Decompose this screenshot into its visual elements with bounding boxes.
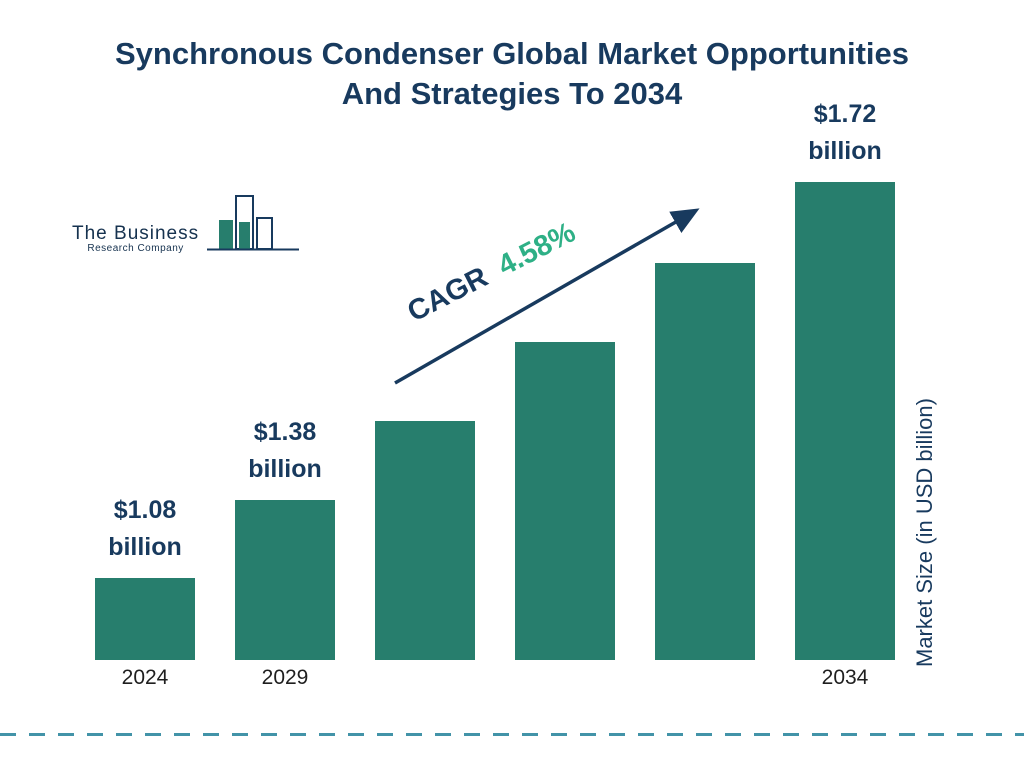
bar-column: $1.08 billion xyxy=(95,492,195,660)
logo-bar-chart-icon xyxy=(207,195,300,251)
chart-title: Synchronous Condenser Global Market Oppo… xyxy=(0,34,1024,114)
x-axis-tick-label xyxy=(655,666,755,690)
bars-row: $1.08 billion $1.38 billion $1.72 billion xyxy=(95,0,895,660)
x-axis-tick-label: 2024 xyxy=(121,666,169,689)
x-axis-tick-label xyxy=(515,666,615,690)
chart-title-line2: And Strategies To 2034 xyxy=(341,76,683,111)
bar xyxy=(95,578,195,660)
x-axis-tick-label: 2034 xyxy=(821,666,869,689)
x-axis-tick-label: 2029 xyxy=(261,666,309,689)
bar-column: $1.38 billion xyxy=(235,414,335,660)
bar xyxy=(795,182,895,660)
y-axis-label: Market Size (in USD billion) xyxy=(912,398,937,667)
bottom-dashed-divider xyxy=(0,733,1024,736)
bar xyxy=(375,421,475,660)
bar-column xyxy=(655,263,755,660)
chart-title-line1: Synchronous Condenser Global Market Oppo… xyxy=(114,36,910,71)
bar-value-label: $1.38 billion xyxy=(248,418,322,483)
bar xyxy=(515,342,615,660)
trend-arrow-icon xyxy=(394,208,700,385)
bar-column: $1.72 billion xyxy=(795,96,895,660)
x-axis-tick-label xyxy=(375,666,475,690)
bar xyxy=(235,500,335,660)
bar-value-label: $1.72 billion xyxy=(808,100,882,165)
bar-value-label: $1.08 billion xyxy=(108,496,182,561)
bar-column xyxy=(375,421,475,660)
x-axis-labels: 2024 2029 2034 xyxy=(95,666,895,690)
company-logo: The Business Research Company xyxy=(72,192,301,254)
bar xyxy=(655,263,755,660)
logo-subname: Research Company xyxy=(87,242,184,254)
logo-text: The Business Research Company xyxy=(72,222,200,254)
logo-name: The Business xyxy=(72,222,200,244)
bar-column xyxy=(515,342,615,660)
